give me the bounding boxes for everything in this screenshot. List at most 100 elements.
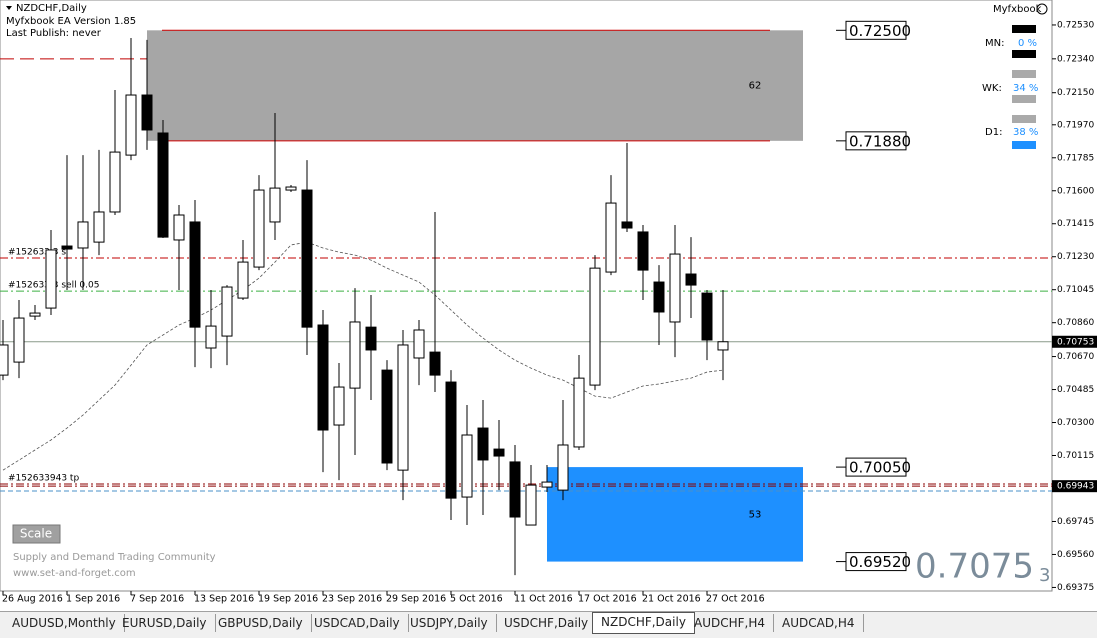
panel-value: 0 %	[1018, 38, 1037, 49]
candle-body	[541, 481, 553, 488]
candle-body	[141, 94, 153, 131]
candle-body	[317, 324, 329, 431]
zone-price: 0.72500	[849, 22, 911, 40]
zone-price: 0.69520	[849, 553, 911, 571]
footer-text: www.set-and-forget.com	[13, 568, 136, 579]
panel-bar	[1012, 95, 1036, 103]
candle-body	[157, 132, 169, 238]
panel-bar	[1012, 70, 1036, 78]
chart-tab[interactable]: NZDCHF,Daily	[592, 612, 695, 634]
panel-title: Myfxbook	[993, 4, 1042, 15]
candle-body	[29, 312, 41, 317]
y-tick-label: 0.72340	[1057, 54, 1094, 64]
level-price-box	[1052, 480, 1097, 493]
level-text: #152633 3 s	[8, 247, 66, 257]
zone-price-box	[845, 552, 907, 572]
candle-body	[493, 448, 505, 457]
candle-body	[349, 321, 361, 389]
candle-body	[621, 221, 633, 229]
candle-body	[125, 94, 137, 156]
panel-bar	[1012, 141, 1036, 149]
panel-label: WK:	[982, 83, 1002, 94]
panel-value: 34 %	[1013, 83, 1038, 94]
zone-strength: 62	[749, 81, 762, 92]
chart-tab[interactable]: AUDCAD,H4	[774, 614, 864, 632]
panel-label: D1:	[985, 127, 1002, 138]
x-tick-label: 17 Oct 2016	[578, 594, 637, 605]
candle-body	[429, 351, 441, 376]
candle-body	[445, 381, 457, 499]
chart-title: NZDCHF,Daily	[16, 3, 87, 14]
footer-text: Supply and Demand Trading Community	[13, 552, 216, 563]
candle-body	[589, 267, 601, 386]
y-tick-label: 0.70670	[1057, 352, 1094, 362]
candle-body	[653, 281, 665, 313]
candle-body	[477, 427, 489, 461]
candle-body	[189, 221, 201, 328]
x-tick-label: 21 Oct 2016	[642, 594, 701, 605]
candle-body	[93, 211, 105, 243]
y-tick-label: 0.71045	[1057, 285, 1094, 295]
chart-tab[interactable]: GBPUSD,Daily	[210, 614, 312, 632]
zone-strength: 53	[749, 509, 762, 520]
candle-body	[413, 329, 425, 359]
candle-body	[221, 286, 233, 337]
chart-tab[interactable]: USDCAD,Daily	[306, 614, 409, 632]
y-tick-label: 0.72150	[1057, 88, 1094, 98]
panel-bar	[1012, 115, 1036, 123]
candle-body	[605, 202, 617, 273]
candle-body	[333, 386, 345, 426]
y-tick-label: 0.69375	[1057, 583, 1094, 593]
level-price: 0.69943	[1057, 482, 1094, 492]
panel-label: MN:	[985, 38, 1004, 49]
candle-body	[365, 326, 377, 351]
zone-price-box	[845, 20, 907, 40]
candle-body	[237, 261, 249, 299]
candle-body	[685, 273, 697, 286]
x-tick-label: 29 Sep 2016	[386, 594, 446, 605]
x-tick-label: 13 Sep 2016	[194, 594, 254, 605]
chart-tab[interactable]: EURUSD,Daily	[114, 614, 216, 632]
y-tick-label: 0.69745	[1057, 517, 1094, 527]
zone	[147, 30, 803, 141]
candle-body	[525, 484, 537, 526]
candle-body	[717, 341, 729, 351]
candle-body	[109, 151, 121, 213]
y-tick-label: 0.70860	[1057, 318, 1094, 328]
y-tick-label: 0.70485	[1057, 385, 1094, 395]
zone-price-box	[845, 131, 907, 151]
candle-body	[557, 444, 569, 491]
y-tick-label: 0.71970	[1057, 120, 1094, 130]
chart-tab[interactable]: USDCHF,Daily	[496, 614, 598, 632]
x-tick-label: 7 Sep 2016	[130, 594, 184, 605]
zone	[547, 467, 803, 562]
x-tick-label: 27 Oct 2016	[706, 594, 765, 605]
bid-price: 0.7075	[915, 547, 1034, 587]
panel-bar	[1012, 50, 1036, 58]
candle-body	[13, 317, 25, 363]
x-tick-label: 1 Sep 2016	[66, 594, 120, 605]
menu-arrow[interactable]	[6, 6, 12, 10]
last-price-box	[1052, 335, 1097, 348]
chart-tab[interactable]: USDJPY,Daily	[402, 614, 497, 632]
zone-price: 0.70050	[849, 459, 911, 477]
chart-tab[interactable]: AUDCHF,H4	[686, 614, 775, 632]
candle-body	[573, 377, 585, 448]
panel-bar	[1012, 25, 1036, 33]
annotation: Myfxbook EA Version 1.85	[6, 16, 136, 27]
last-price-label: 0.70753	[1057, 337, 1094, 347]
candle-body	[509, 461, 521, 518]
annotation: Last Publish: never	[6, 28, 102, 39]
y-tick-label: 0.71415	[1057, 219, 1094, 229]
scale-button-label[interactable]: Scale	[20, 527, 52, 541]
chart-tab[interactable]: AUDUSD,Monthly	[4, 614, 125, 632]
scale-button[interactable]	[12, 524, 61, 544]
y-tick-label: 0.70115	[1057, 451, 1094, 461]
candle-body	[397, 344, 409, 471]
tab-bar: AUDUSD,Monthly EURUSD,Daily GBPUSD,Daily US…	[0, 611, 1097, 638]
candle-body	[269, 187, 281, 223]
candle-body	[669, 253, 681, 323]
y-tick-label: 0.70300	[1057, 418, 1094, 428]
panel-value: 38 %	[1013, 127, 1038, 138]
bid-last-digit: 3	[1039, 565, 1050, 586]
